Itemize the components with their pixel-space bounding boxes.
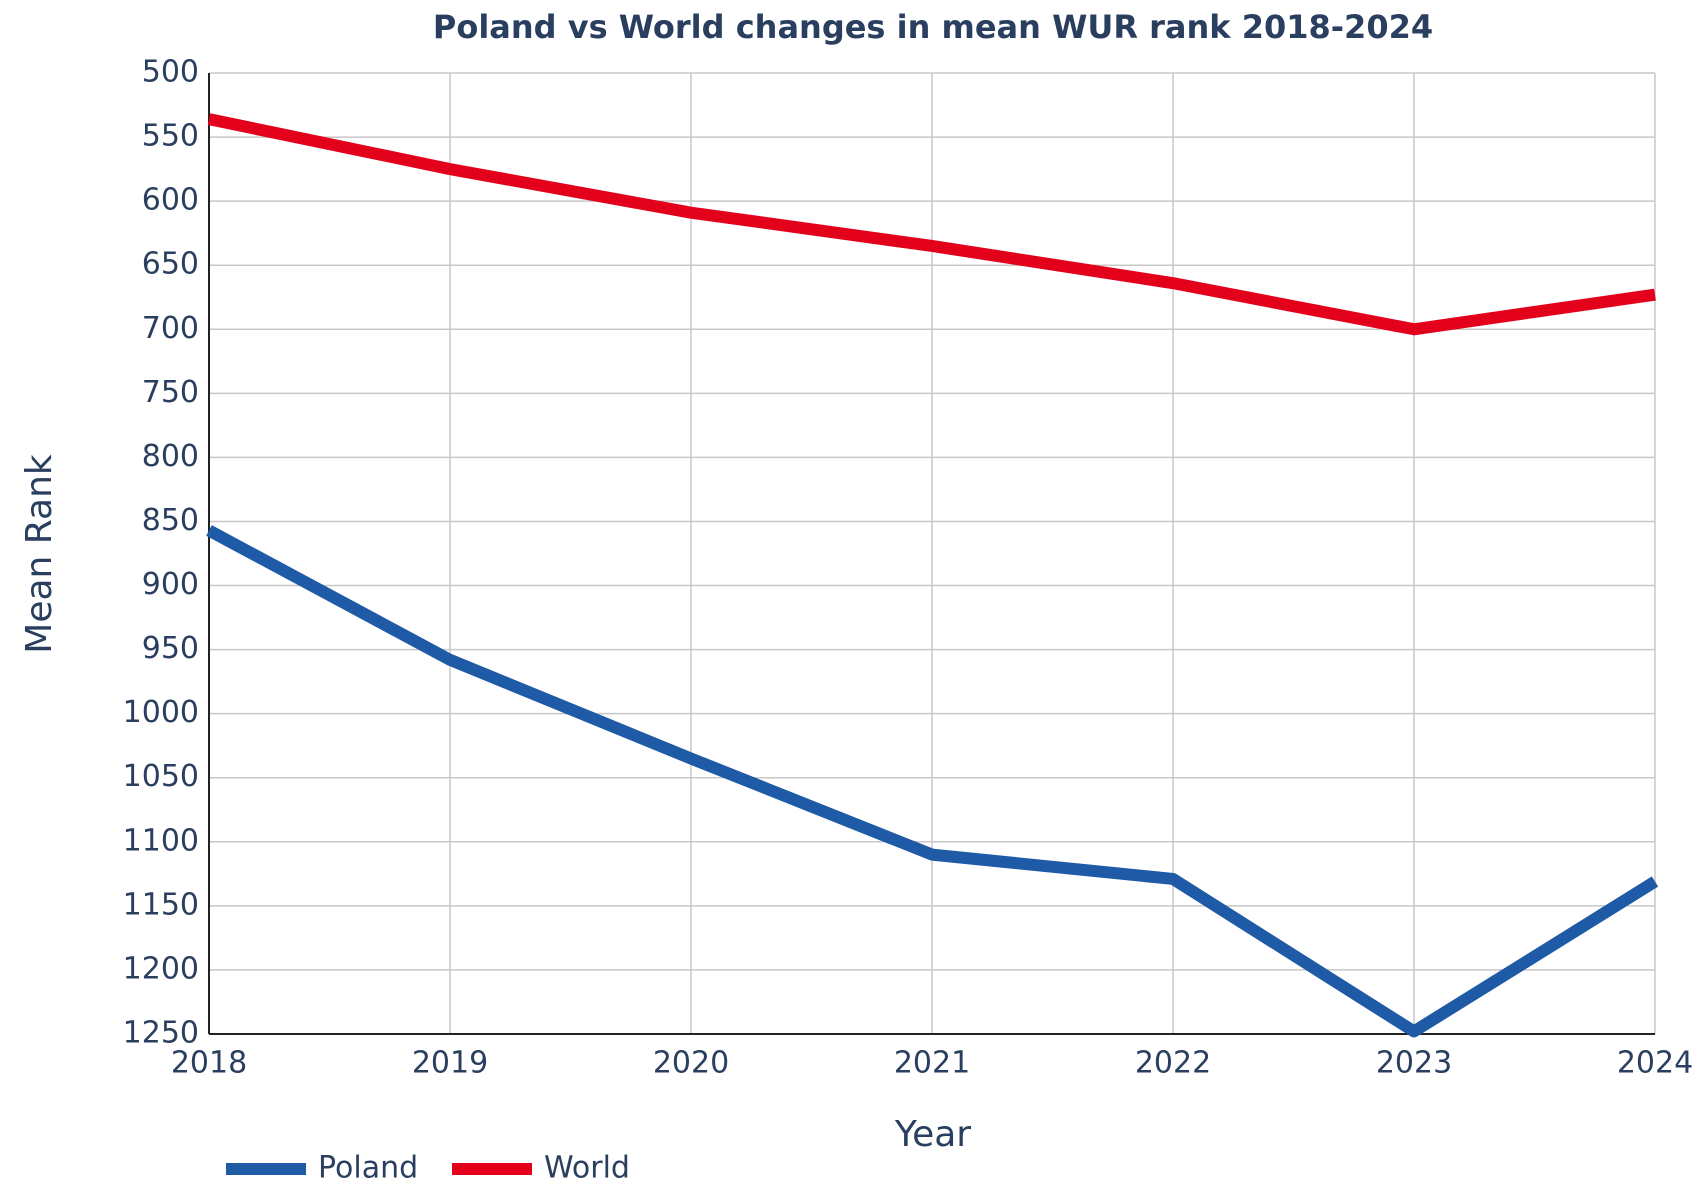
x-tick-label: 2020 (653, 1046, 729, 1081)
series-line (206, 525, 1659, 1038)
y-tick-label: 1000 (123, 695, 199, 730)
y-tick-label: 1200 (123, 951, 199, 986)
y-tick-label: 1150 (123, 887, 199, 922)
x-tick-label: 2023 (1376, 1046, 1452, 1081)
y-tick-label: 1100 (123, 823, 199, 858)
y-axis-label: Mean Rank (19, 454, 60, 654)
y-tick-label: 850 (142, 503, 199, 538)
y-tick-label: 750 (142, 375, 199, 410)
x-tick-label: 2021 (894, 1046, 970, 1081)
legend-label: Poland (318, 1151, 418, 1184)
x-tick-label: 2019 (412, 1046, 488, 1081)
x-axis-label: Year (894, 1114, 971, 1155)
series-line (207, 113, 1656, 336)
y-tick-label: 700 (142, 311, 199, 346)
y-tick-label: 650 (142, 247, 199, 282)
chart-title: Poland vs World changes in mean WUR rank… (433, 8, 1433, 46)
y-tick-label: 500 (142, 55, 199, 90)
y-tick-label: 1050 (123, 759, 199, 794)
x-tick-label: 2024 (1617, 1046, 1693, 1081)
y-tick-label: 1250 (123, 1016, 199, 1051)
y-tick-label: 800 (142, 439, 199, 474)
legend-label: World (544, 1151, 630, 1184)
y-tick-label: 900 (142, 567, 199, 602)
y-tick-label: 550 (142, 119, 199, 154)
y-tick-label: 600 (142, 183, 199, 218)
y-tick-label: 950 (142, 631, 199, 666)
x-tick-label: 2018 (171, 1046, 247, 1081)
x-tick-label: 2022 (1135, 1046, 1211, 1081)
